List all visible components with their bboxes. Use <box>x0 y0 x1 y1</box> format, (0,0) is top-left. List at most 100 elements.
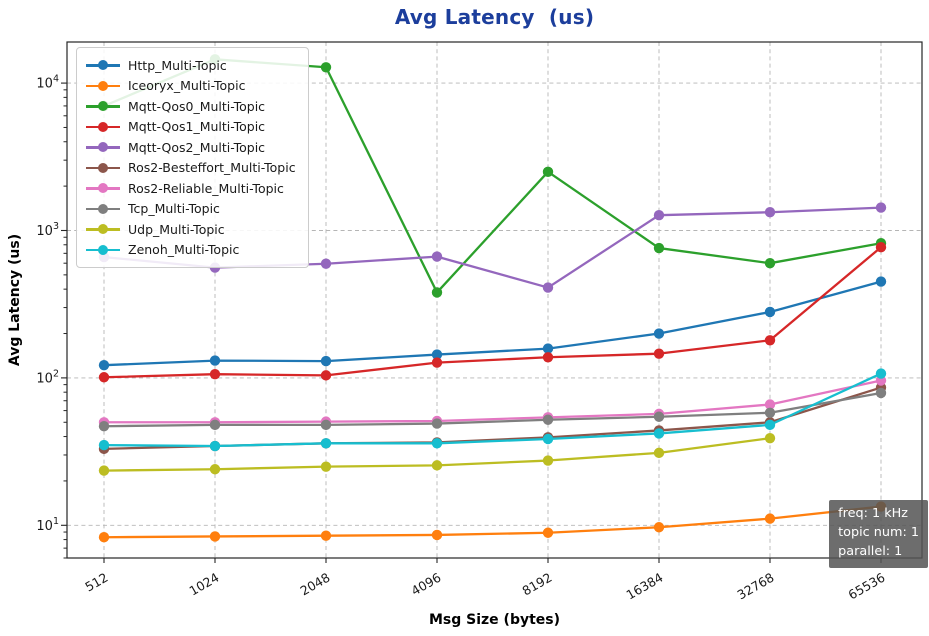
series-line-Tcp_Multi-Topic <box>103 391 882 428</box>
legend-swatch <box>86 100 120 112</box>
data-point-Mqtt-Qos1_Multi-Topic <box>320 370 332 381</box>
x-tick-label: 2048 <box>297 570 332 599</box>
x-tick-label: 65536 <box>846 570 888 603</box>
data-point-Iceoryx_Multi-Topic <box>98 532 110 543</box>
y-tick-label: 101 <box>36 516 59 534</box>
data-point-Tcp_Multi-Topic <box>542 414 554 425</box>
data-point-Mqtt-Qos2_Multi-Topic <box>875 202 887 213</box>
data-point-Iceoryx_Multi-Topic <box>542 527 554 538</box>
legend-swatch <box>86 244 120 256</box>
data-point-Tcp_Multi-Topic <box>875 387 887 399</box>
legend-marker-icon <box>98 203 108 214</box>
legend-label: Iceoryx_Multi-Topic <box>128 78 246 94</box>
data-point-Udp_Multi-Topic <box>209 464 221 475</box>
legend-swatch <box>86 162 120 174</box>
data-point-Mqtt-Qos0_Multi-Topic <box>764 257 776 269</box>
legend-swatch <box>86 80 120 92</box>
chart-title: Avg Latency (us) <box>394 5 595 29</box>
legend-marker-icon <box>98 60 108 71</box>
data-point-Http_Multi-Topic <box>875 276 887 287</box>
data-point-Udp_Multi-Topic <box>653 447 665 459</box>
legend-label: Zenoh_Multi-Topic <box>128 242 240 258</box>
data-point-Zenoh_Multi-Topic <box>764 419 776 431</box>
series-line-Mqtt-Qos1_Multi-Topic <box>103 246 882 379</box>
series-line-Iceoryx_Multi-Topic <box>103 505 882 539</box>
data-point-Mqtt-Qos1_Multi-Topic <box>875 242 887 253</box>
x-tick-label: 16384 <box>624 570 666 603</box>
data-point-Iceoryx_Multi-Topic <box>320 530 332 541</box>
data-point-Ros2-Reliable_Multi-Topic <box>764 399 776 410</box>
legend-swatch <box>86 141 120 153</box>
legend-item: Mqtt-Qos2_Multi-Topic <box>86 137 296 158</box>
legend-item: Zenoh_Multi-Topic <box>86 240 296 261</box>
data-point-Mqtt-Qos1_Multi-Topic <box>653 348 665 359</box>
legend-swatch <box>86 182 120 194</box>
x-tick-label: 1024 <box>186 570 221 599</box>
data-point-Iceoryx_Multi-Topic <box>431 529 443 541</box>
legend-marker-icon <box>98 224 108 235</box>
data-point-Tcp_Multi-Topic <box>431 418 443 429</box>
data-point-Mqtt-Qos1_Multi-Topic <box>764 335 776 346</box>
legend-label: Http_Multi-Topic <box>128 57 227 73</box>
legend-item: Mqtt-Qos1_Multi-Topic <box>86 117 296 138</box>
legend-marker-icon <box>98 142 108 153</box>
data-point-Http_Multi-Topic <box>542 343 554 354</box>
data-point-Iceoryx_Multi-Topic <box>653 522 665 533</box>
legend-label: Mqtt-Qos2_Multi-Topic <box>128 139 266 155</box>
data-point-Mqtt-Qos2_Multi-Topic <box>653 209 665 221</box>
data-point-Mqtt-Qos1_Multi-Topic <box>98 372 110 383</box>
legend-marker-icon <box>98 244 108 255</box>
series-line-Zenoh_Multi-Topic <box>103 372 882 448</box>
series-line-Ros2-Reliable_Multi-Topic <box>104 379 882 424</box>
data-point-Zenoh_Multi-Topic <box>98 439 110 451</box>
legend-item: Udp_Multi-Topic <box>86 219 296 240</box>
data-point-Zenoh_Multi-Topic <box>320 438 332 449</box>
legend-marker-icon <box>98 101 108 112</box>
legend-label: Mqtt-Qos1_Multi-Topic <box>128 119 266 135</box>
legend-label: Udp_Multi-Topic <box>128 221 225 237</box>
data-point-Udp_Multi-Topic <box>431 460 443 471</box>
data-point-Udp_Multi-Topic <box>542 455 554 466</box>
annotation-line-topic: topic num: 1 <box>838 524 919 540</box>
data-point-Mqtt-Qos2_Multi-Topic <box>764 207 776 218</box>
data-point-Zenoh_Multi-Topic <box>653 428 665 439</box>
data-point-Mqtt-Qos0_Multi-Topic <box>542 166 554 178</box>
legend-swatch <box>86 121 120 133</box>
annotation-box: freq: 1 kHz topic num: 1 parallel: 1 <box>829 500 928 568</box>
data-point-Http_Multi-Topic <box>431 349 443 360</box>
legend-item: Ros2-Reliable_Multi-Topic <box>86 178 296 199</box>
data-point-Mqtt-Qos1_Multi-Topic <box>431 357 443 368</box>
x-tick-label: 512 <box>82 570 110 595</box>
data-point-Http_Multi-Topic <box>764 306 776 318</box>
data-point-Udp_Multi-Topic <box>320 461 332 472</box>
legend-swatch <box>86 59 120 71</box>
x-tick-label: 4096 <box>408 570 443 599</box>
series-line-Http_Multi-Topic <box>103 280 882 367</box>
data-point-Mqtt-Qos2_Multi-Topic <box>542 282 554 293</box>
legend-item: Ros2-Besteffort_Multi-Topic <box>86 158 296 179</box>
x-tick-label: 8192 <box>519 570 554 599</box>
legend-marker-icon <box>98 162 108 173</box>
legend-swatch <box>86 223 120 235</box>
legend-label: Mqtt-Qos0_Multi-Topic <box>128 98 266 114</box>
y-axis-label: Avg Latency (us) <box>7 234 23 366</box>
data-point-Mqtt-Qos0_Multi-Topic <box>431 287 443 298</box>
data-point-Http_Multi-Topic <box>98 359 110 371</box>
data-point-Zenoh_Multi-Topic <box>209 440 221 452</box>
data-point-Mqtt-Qos1_Multi-Topic <box>209 368 221 380</box>
legend-item: Tcp_Multi-Topic <box>86 199 296 220</box>
x-tick-label: 32768 <box>735 570 777 603</box>
data-point-Udp_Multi-Topic <box>98 465 110 476</box>
data-point-Tcp_Multi-Topic <box>653 411 665 422</box>
y-tick-label: 102 <box>36 368 59 386</box>
legend-marker-icon <box>98 121 108 132</box>
legend-label: Ros2-Besteffort_Multi-Topic <box>128 160 296 176</box>
data-point-Mqtt-Qos2_Multi-Topic <box>320 258 332 269</box>
legend-marker-icon <box>98 80 108 91</box>
y-tick-label: 103 <box>36 221 59 239</box>
data-point-Udp_Multi-Topic <box>764 432 776 444</box>
data-point-Tcp_Multi-Topic <box>98 421 110 432</box>
legend-swatch <box>86 203 120 215</box>
x-axis-label: Msg Size (bytes) <box>429 612 560 628</box>
